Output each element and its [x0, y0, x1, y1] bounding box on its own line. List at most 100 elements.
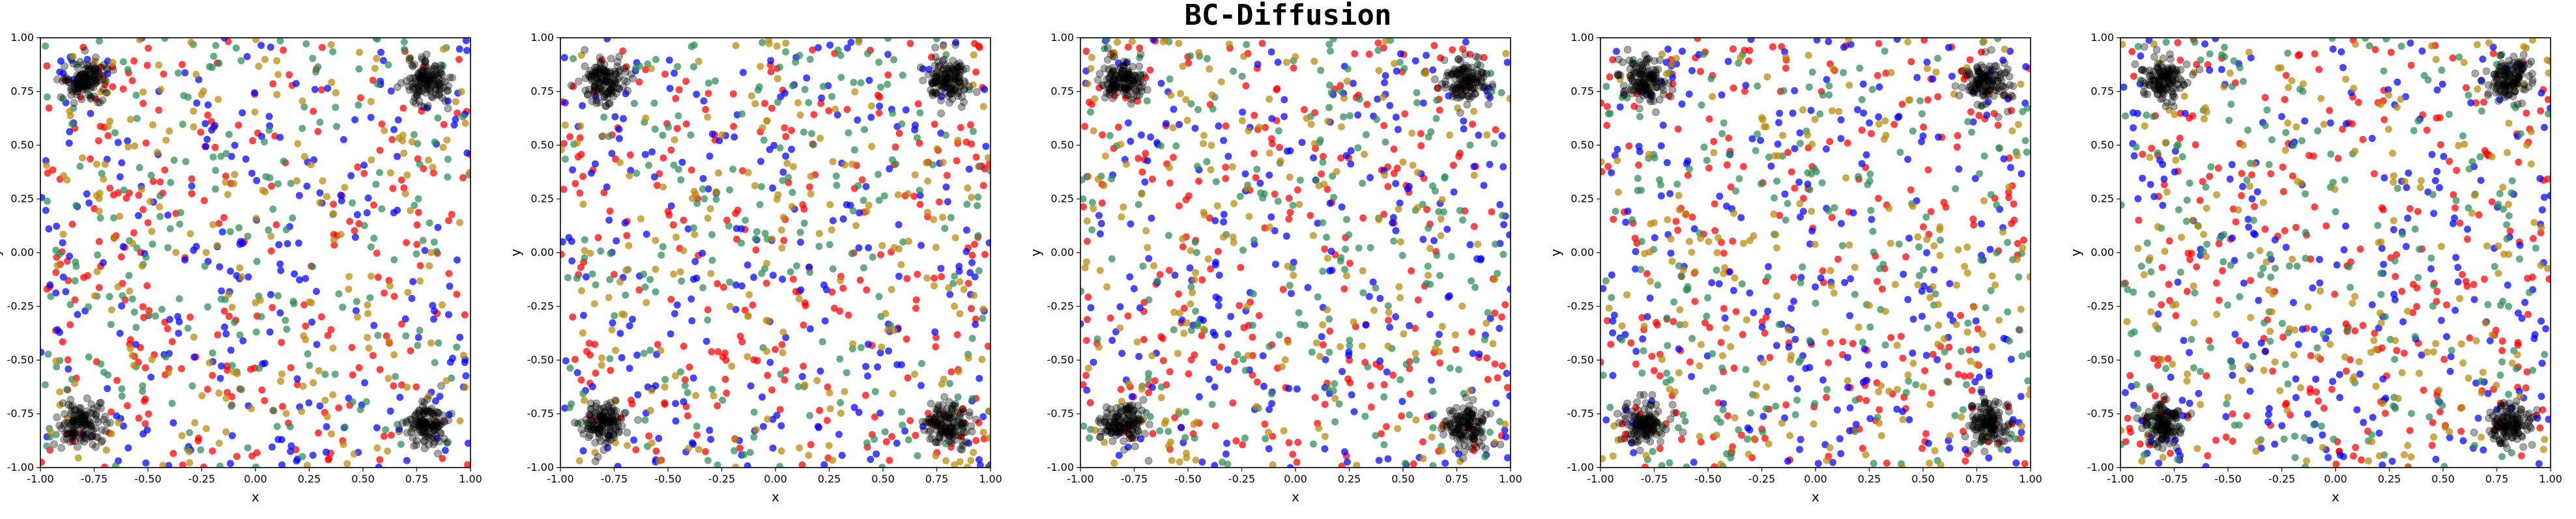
data-point: [951, 75, 959, 83]
data-point: [568, 238, 575, 245]
data-point: [1817, 274, 1825, 282]
data-point: [1087, 426, 1095, 433]
data-point: [147, 197, 154, 205]
data-point: [114, 283, 122, 290]
data-point: [1273, 85, 1281, 92]
data-point: [1125, 420, 1133, 428]
x-tick-label: 1.00: [459, 473, 482, 485]
data-point: [96, 98, 104, 107]
data-point: [1461, 81, 1469, 89]
y-axis-label: y: [0, 249, 3, 257]
data-point: [591, 84, 599, 92]
data-point: [584, 91, 592, 99]
data-point: [233, 370, 241, 378]
data-point: [612, 397, 620, 405]
data-point: [1346, 356, 1353, 364]
data-point: [955, 262, 963, 270]
data-point: [1136, 44, 1144, 52]
data-point: [111, 129, 119, 137]
data-point: [1157, 333, 1165, 341]
data-point: [265, 126, 273, 134]
data-point: [768, 386, 775, 394]
data-point: [933, 427, 941, 435]
data-point: [956, 82, 964, 91]
data-point: [733, 235, 740, 243]
data-point: [176, 220, 184, 228]
data-point: [601, 408, 609, 415]
data-point: [225, 288, 233, 296]
data-point: [1241, 170, 1249, 178]
data-point: [706, 205, 714, 213]
data-point: [52, 357, 60, 365]
data-point: [1122, 74, 1131, 82]
data-point: [778, 244, 786, 252]
data-point: [713, 189, 721, 196]
data-point: [586, 422, 594, 430]
data-point: [156, 192, 164, 200]
data-point: [80, 274, 87, 281]
data-point: [311, 85, 319, 93]
data-point: [433, 408, 441, 416]
data-point: [1118, 428, 1127, 437]
data-point: [607, 55, 615, 63]
data-point: [912, 121, 919, 129]
data-point: [613, 89, 620, 97]
data-point: [941, 425, 949, 433]
data-point: [1266, 149, 1273, 157]
data-point: [1095, 343, 1103, 351]
data-point: [319, 44, 326, 51]
data-point: [329, 210, 337, 218]
data-point: [585, 433, 593, 442]
data-point: [1286, 281, 1294, 289]
data-point: [933, 449, 941, 456]
data-point: [1129, 415, 1136, 423]
y-tick-label: 1.00: [10, 31, 34, 44]
data-point: [641, 150, 649, 158]
data-point: [1321, 445, 1329, 453]
data-point: [409, 83, 417, 91]
data-point: [1913, 197, 1920, 204]
data-point: [77, 416, 85, 424]
data-point: [1213, 202, 1221, 210]
data-point: [64, 426, 72, 434]
data-point: [1151, 377, 1159, 385]
data-point: [2005, 188, 2012, 196]
data-point: [1985, 368, 1993, 376]
data-point: [1204, 255, 1212, 263]
data-point: [681, 376, 689, 384]
data-point: [948, 87, 955, 95]
data-point: [1398, 251, 1406, 259]
data-point: [797, 286, 805, 294]
data-point: [1376, 357, 1384, 365]
data-point: [1726, 147, 1734, 155]
data-point: [1657, 142, 1665, 150]
data-point: [766, 318, 774, 326]
data-point: [70, 99, 78, 107]
data-point: [884, 81, 891, 88]
data-point: [412, 91, 421, 100]
data-point: [918, 417, 927, 426]
data-point: [1426, 245, 1434, 252]
data-point: [253, 216, 261, 224]
data-point: [978, 162, 986, 170]
y-tick-label: -1.00: [7, 461, 34, 473]
data-point: [826, 201, 834, 208]
data-point: [427, 434, 435, 443]
data-point: [1686, 358, 1694, 366]
data-point: [1255, 123, 1263, 131]
data-point: [1133, 79, 1141, 87]
data-point: [1154, 141, 1162, 148]
data-point: [421, 63, 429, 70]
data-point: [80, 70, 89, 79]
data-point: [895, 130, 903, 137]
data-point: [307, 161, 315, 169]
data-point: [626, 151, 634, 159]
data-point: [609, 413, 616, 421]
data-point: [1198, 458, 1206, 466]
data-point: [1782, 64, 1789, 72]
data-point: [1273, 86, 1281, 94]
data-point: [682, 120, 690, 128]
data-point: [1384, 455, 1392, 463]
data-point: [1759, 428, 1767, 436]
data-point: [1456, 79, 1465, 87]
